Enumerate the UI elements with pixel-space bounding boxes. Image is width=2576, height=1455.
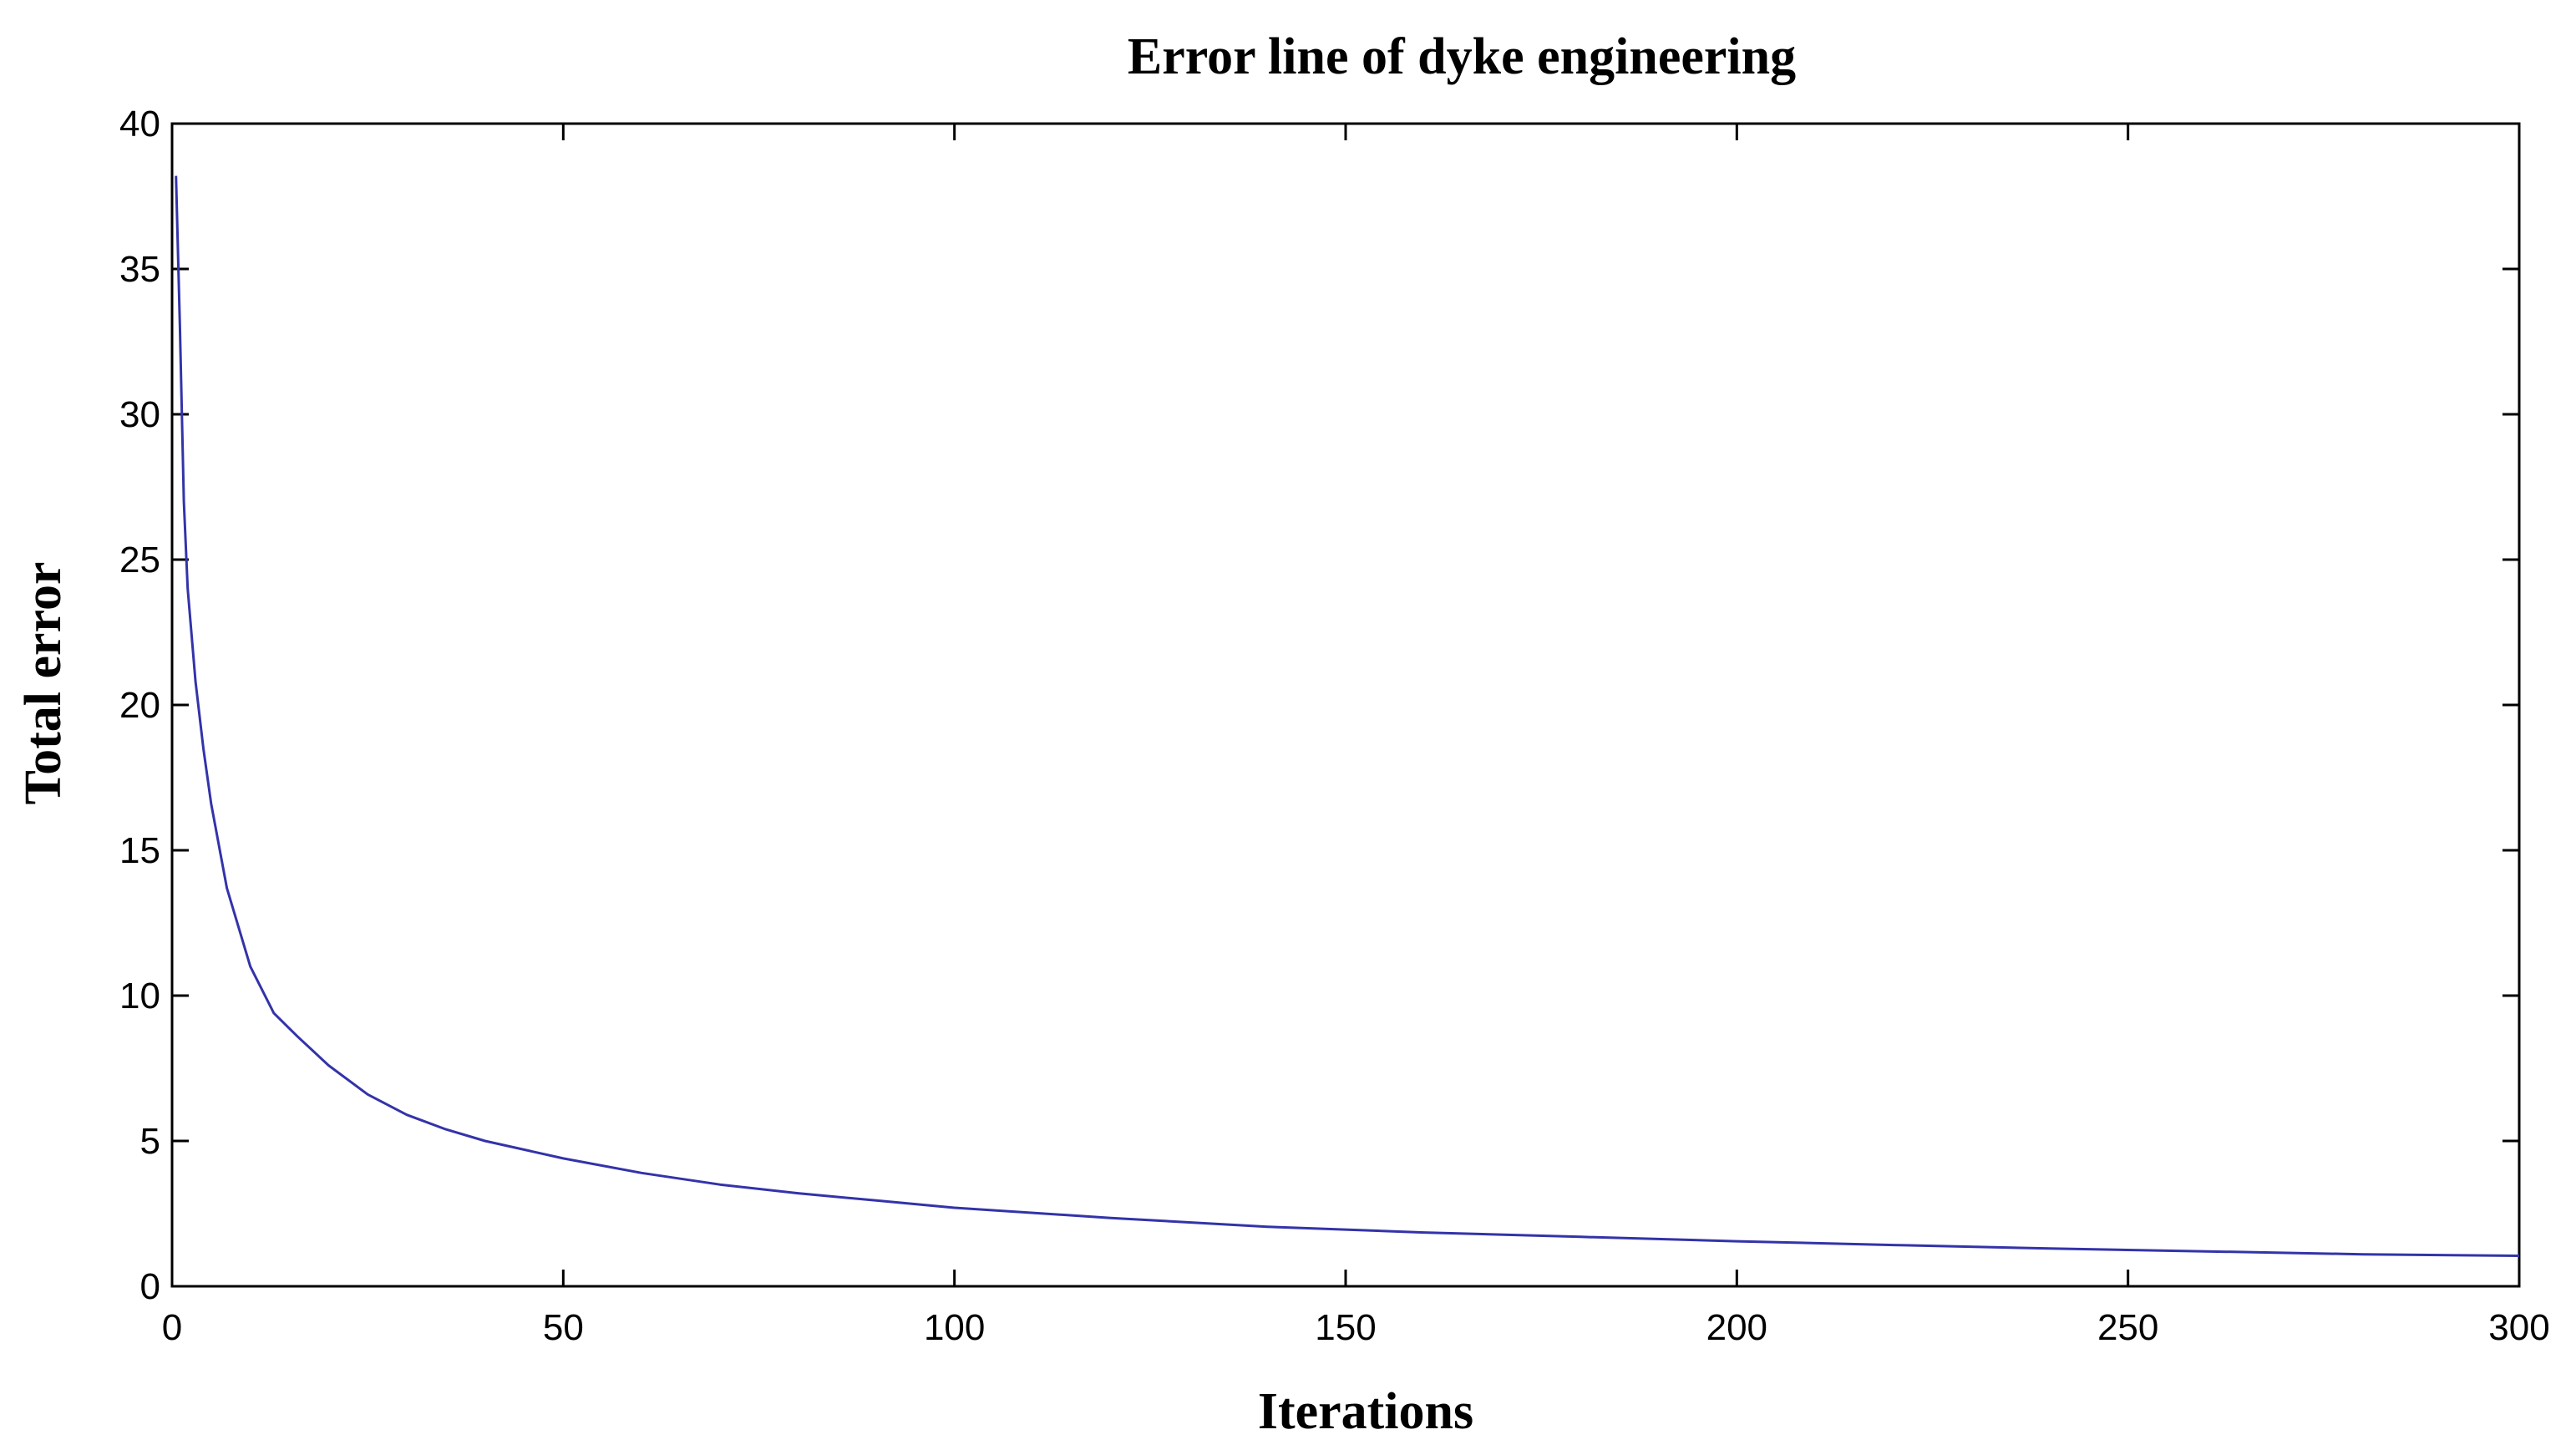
x-tick-label: 100 xyxy=(924,1307,985,1348)
y-tick-label: 25 xyxy=(119,540,160,580)
series-layer xyxy=(175,175,2520,1257)
x-tick-label: 250 xyxy=(2097,1307,2158,1348)
plot-frame xyxy=(170,122,2521,1288)
plot-axes xyxy=(170,122,2521,1288)
x-axis-label: Iterations xyxy=(1258,1383,1473,1440)
y-tick-label: 5 xyxy=(140,1121,160,1162)
y-tick-labels: 0 5 10 15 20 25 30 35 40 xyxy=(119,104,160,1307)
chart-title: Error line of dyke engineering xyxy=(1128,28,1796,85)
x-tick-label: 50 xyxy=(543,1307,584,1348)
y-tick-label: 15 xyxy=(119,830,160,871)
x-tick-labels: 0 50 100 150 200 250 300 xyxy=(162,1307,2550,1348)
x-tick-label: 200 xyxy=(1706,1307,1767,1348)
y-tick-label: 35 xyxy=(119,249,160,290)
y-axis-label: Total error xyxy=(15,562,72,805)
x-tick-label: 0 xyxy=(162,1307,182,1348)
axis-ticks xyxy=(170,122,2521,1288)
y-tick-label: 0 xyxy=(140,1266,160,1307)
y-tick-label: 30 xyxy=(119,394,160,435)
x-tick-label: 150 xyxy=(1315,1307,1376,1348)
x-tick-label: 300 xyxy=(2488,1307,2549,1348)
y-tick-label: 20 xyxy=(119,685,160,726)
y-tick-label: 10 xyxy=(119,976,160,1016)
y-tick-label: 40 xyxy=(119,104,160,144)
series-line xyxy=(175,175,2520,1257)
